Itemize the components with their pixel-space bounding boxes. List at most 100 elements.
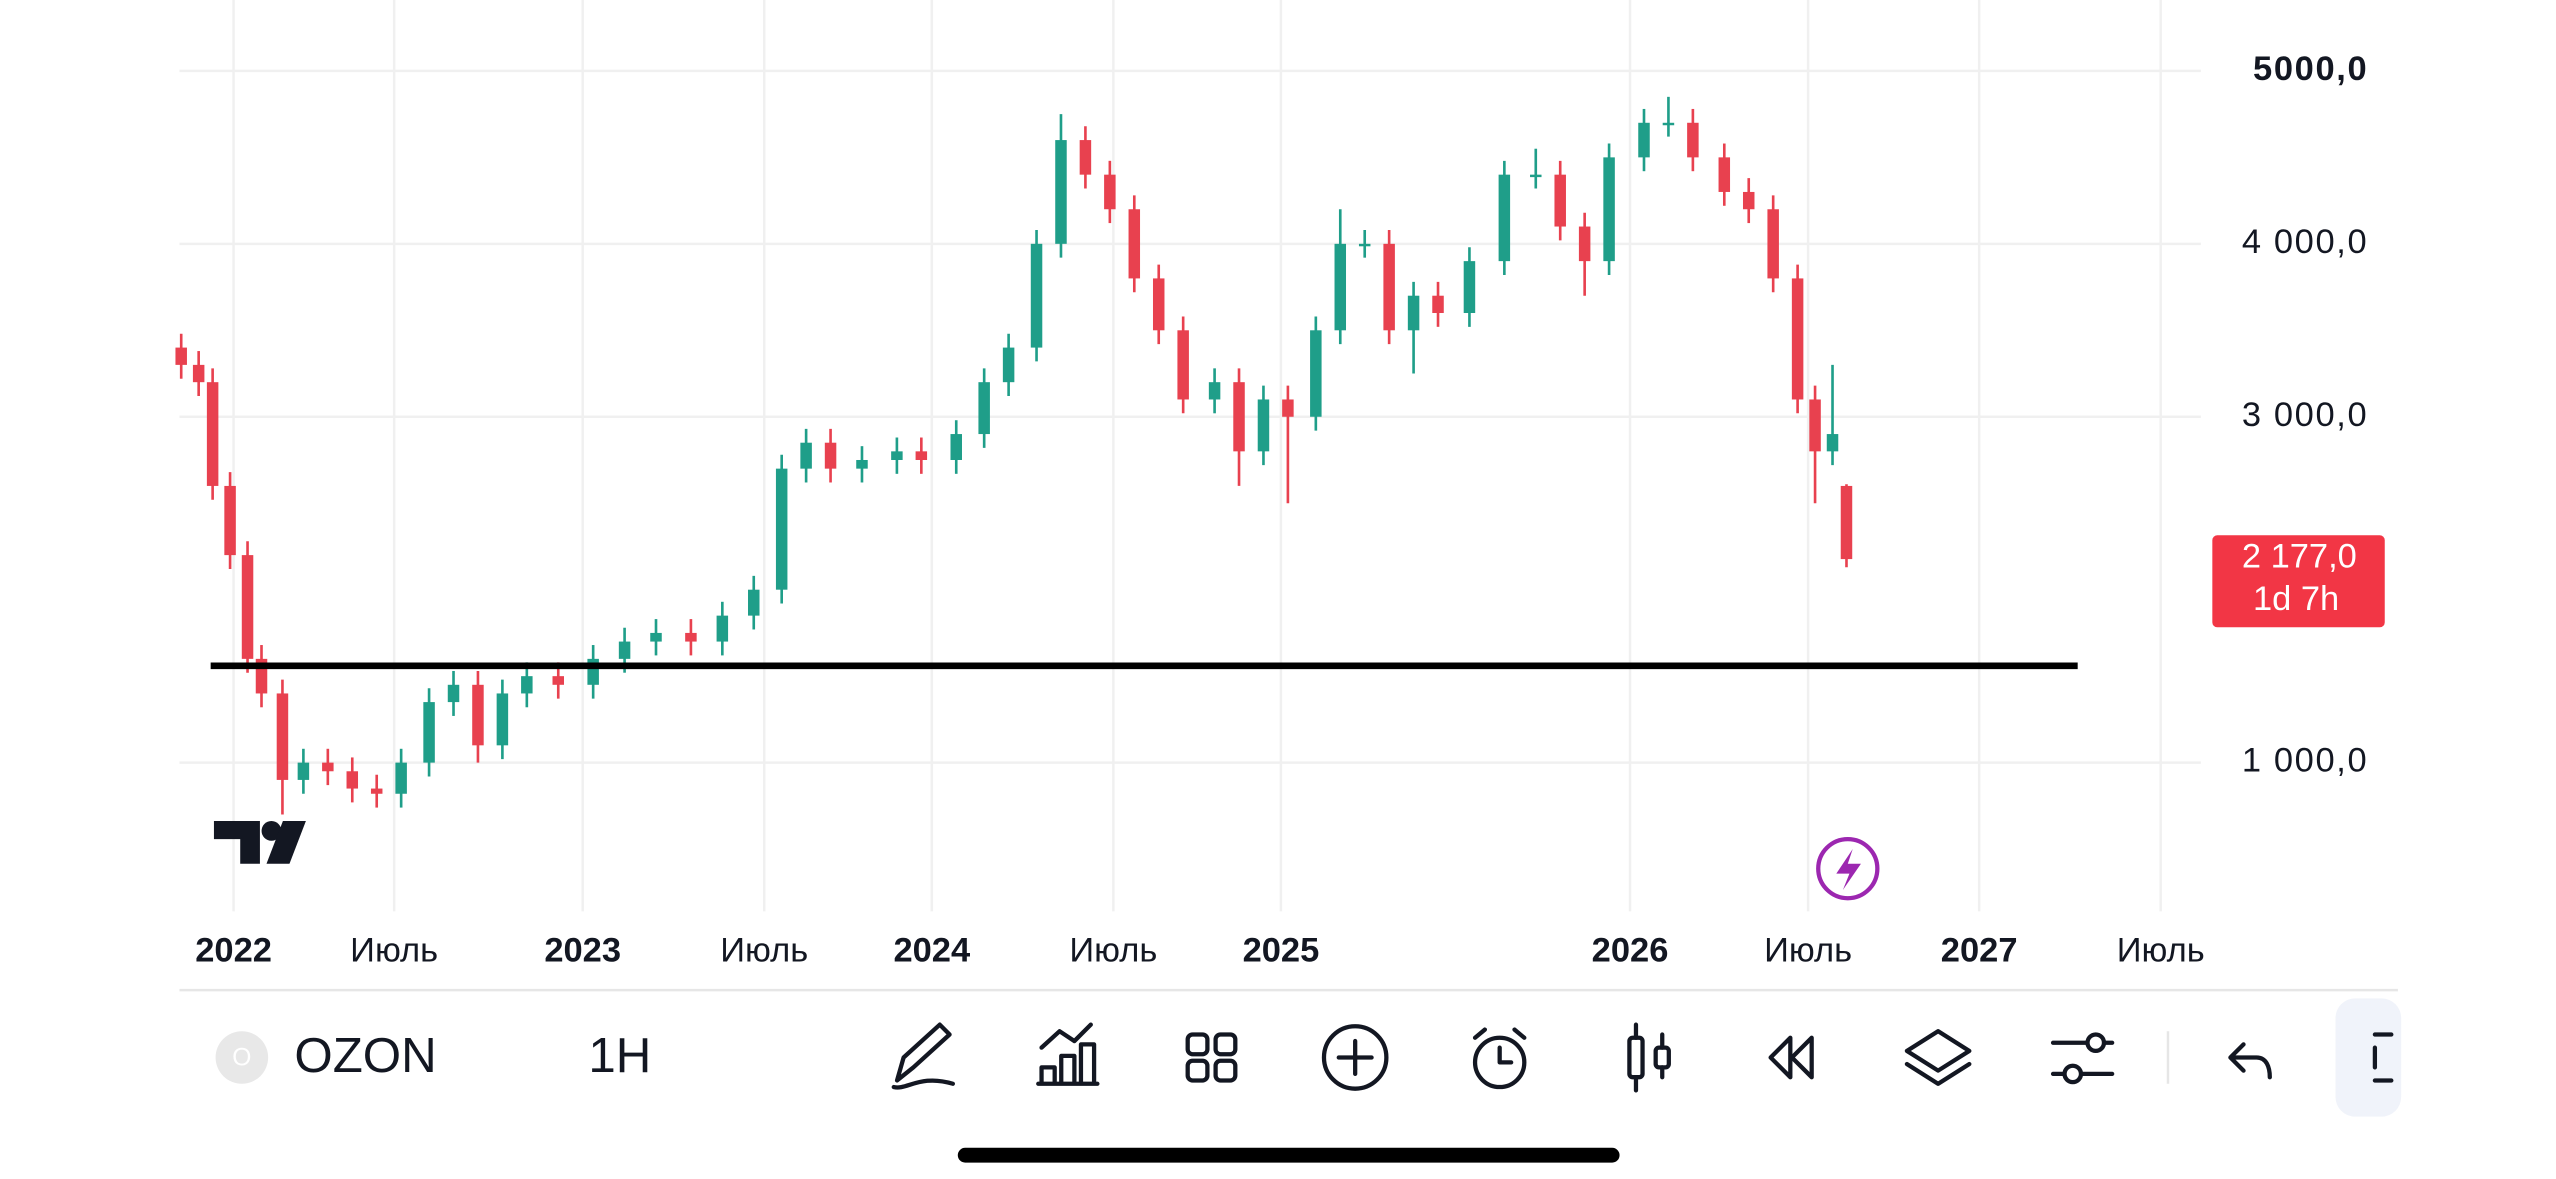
candle-body [241, 555, 254, 659]
x-tick-label: 2024 [893, 932, 970, 970]
alert[interactable] [1472, 1027, 1527, 1090]
indicators[interactable] [1036, 1022, 1100, 1086]
candle-body [297, 762, 310, 780]
symbol-icon-bg [215, 1031, 269, 1084]
candle-body [915, 451, 928, 460]
symbol-icon: O [232, 1045, 251, 1072]
candle-body [1055, 140, 1067, 244]
layers[interactable] [1904, 1029, 1972, 1086]
candle-body [1662, 122, 1675, 126]
tv-logo [213, 821, 306, 864]
candle-body [1282, 399, 1294, 417]
candle-body [1498, 174, 1511, 262]
candle-body [1826, 434, 1839, 452]
layouts[interactable] [1185, 1032, 1238, 1083]
candle-body [618, 641, 631, 659]
candle-body [1578, 226, 1591, 262]
x-tick-label: Июль [1764, 932, 1852, 970]
candle-body [496, 693, 509, 746]
candle-body [276, 693, 289, 780]
draw-tool[interactable] [891, 1022, 956, 1090]
candle-body [552, 676, 564, 685]
candle-body [824, 442, 837, 469]
candle-body [1407, 295, 1420, 331]
x-tick-label: Июль [1069, 932, 1157, 970]
candle-body [1257, 399, 1270, 452]
candle-body [1530, 174, 1542, 178]
candle-body [1233, 382, 1245, 452]
candle-body [472, 684, 484, 746]
last-price-badge [2212, 535, 2385, 628]
candle-body [950, 434, 962, 460]
candle-body [1383, 243, 1395, 331]
candle-body [748, 589, 760, 616]
x-tick-label: 2023 [544, 932, 621, 970]
candle-body [1840, 485, 1853, 560]
x-tick-label: 2025 [1243, 932, 1320, 970]
candle-body [1432, 295, 1444, 314]
y-tick-label: 5000,0 [2253, 50, 2368, 88]
candle-body [1638, 122, 1650, 158]
candle-body [255, 658, 268, 694]
candle-body [1358, 243, 1371, 247]
last-price-label: 2 177,0 [2242, 537, 2357, 575]
candle-body [322, 762, 334, 772]
candle-body [521, 676, 533, 694]
x-tick-label: Июль [720, 932, 808, 970]
symbol[interactable]: OZON [294, 1028, 436, 1083]
home-indicator [957, 1147, 1620, 1163]
candle-body [685, 632, 697, 642]
candle-body [1208, 382, 1221, 400]
plot-area [175, 0, 2201, 912]
candle-body [856, 459, 868, 469]
chart-type[interactable] [1627, 1022, 1671, 1093]
candle-body [224, 485, 236, 556]
candle-body [891, 451, 903, 460]
candle-body [775, 468, 788, 590]
candle-body [1079, 140, 1092, 175]
candle-body [346, 771, 359, 789]
candle-body [978, 382, 990, 435]
candle-body [1767, 209, 1779, 279]
candle-body [716, 615, 729, 642]
candle-body [206, 382, 219, 486]
candle-body [1687, 122, 1699, 158]
candle-body [395, 762, 407, 794]
interval[interactable]: 1H [588, 1028, 651, 1083]
x-tick-label: 2027 [1941, 932, 2018, 970]
candle-body [1152, 278, 1165, 331]
x-tick-label: 2026 [1592, 932, 1669, 970]
y-tick-label: 4 000,0 [2242, 223, 2369, 261]
candle-body [1742, 191, 1755, 210]
y-tick-label: 3 000,0 [2242, 396, 2369, 434]
candle-body [1809, 399, 1821, 452]
candle-body [447, 684, 460, 703]
candle-body [370, 788, 383, 794]
x-tick-label: Июль [2117, 932, 2205, 970]
candle-body [650, 632, 662, 642]
candle-body [175, 347, 187, 365]
flash-button[interactable] [1816, 836, 1880, 901]
candle-body [587, 658, 599, 685]
candle-body [1002, 347, 1015, 383]
add[interactable] [1321, 1024, 1389, 1091]
y-tick-label: 1 000,0 [2242, 742, 2369, 780]
countdown: 1d 7h [2253, 580, 2339, 618]
candle-body [1104, 174, 1116, 210]
candle-body [423, 702, 435, 763]
more-icon [2372, 1032, 2394, 1083]
undo[interactable] [2228, 1042, 2272, 1080]
x-tick-label: Июль [350, 932, 438, 970]
candle-body [1310, 330, 1322, 417]
candle-body [1554, 174, 1566, 227]
settings[interactable] [2050, 1032, 2115, 1085]
candle-body [1177, 330, 1189, 400]
replay[interactable] [1768, 1035, 1814, 1080]
x-tick-label: 2022 [195, 932, 272, 970]
candle-body [1791, 278, 1804, 400]
more-button[interactable] [2335, 998, 2402, 1117]
candle-body [1128, 209, 1141, 279]
candle-body [800, 442, 812, 469]
